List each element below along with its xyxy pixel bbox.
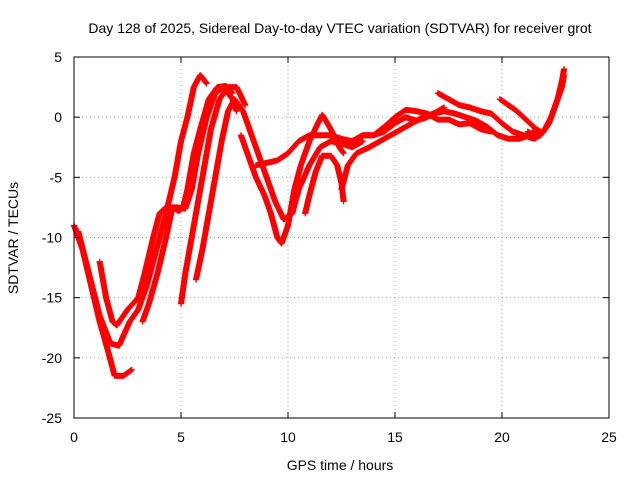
series-trace-14 — [524, 66, 568, 139]
y-tick-label: -20 — [42, 350, 62, 366]
series-trace-2 — [75, 72, 210, 349]
x-tick-label: 10 — [280, 429, 296, 445]
y-tick-label: -5 — [50, 169, 63, 185]
y-axis-label: SDTVAR / TECUs — [5, 182, 21, 294]
series-trace-5 — [178, 84, 249, 307]
series-markers — [178, 84, 249, 307]
x-tick-label: 0 — [70, 429, 78, 445]
y-tick-label: -15 — [42, 290, 62, 306]
series-trace-6 — [193, 96, 366, 283]
series-trace-12 — [434, 90, 544, 142]
y-tick-label: -10 — [42, 230, 62, 246]
series-markers — [193, 96, 366, 283]
x-axis-label: GPS time / hours — [287, 457, 394, 473]
chart-title: Day 128 of 2025, Sidereal Day-to-day VTE… — [88, 20, 591, 36]
x-tick-label: 25 — [601, 429, 617, 445]
series-trace-11 — [349, 106, 495, 145]
x-tick-label: 15 — [387, 429, 403, 445]
x-tick-label: 5 — [177, 429, 185, 445]
y-tick-label: 5 — [54, 49, 62, 65]
x-tick-label: 20 — [494, 429, 510, 445]
y-tick-label: 0 — [54, 109, 62, 125]
series-trace-4 — [139, 82, 236, 325]
y-tick-label: -25 — [42, 410, 62, 426]
data-points — [71, 66, 568, 379]
series-markers — [75, 72, 210, 349]
series-markers — [434, 90, 544, 142]
series-markers — [524, 66, 568, 139]
axis-ticks: 0 5 10 15 20 25 5 0 -5 -10 -15 -20 -25 — [42, 49, 617, 445]
series-markers — [139, 82, 236, 325]
series-markers — [349, 106, 495, 145]
